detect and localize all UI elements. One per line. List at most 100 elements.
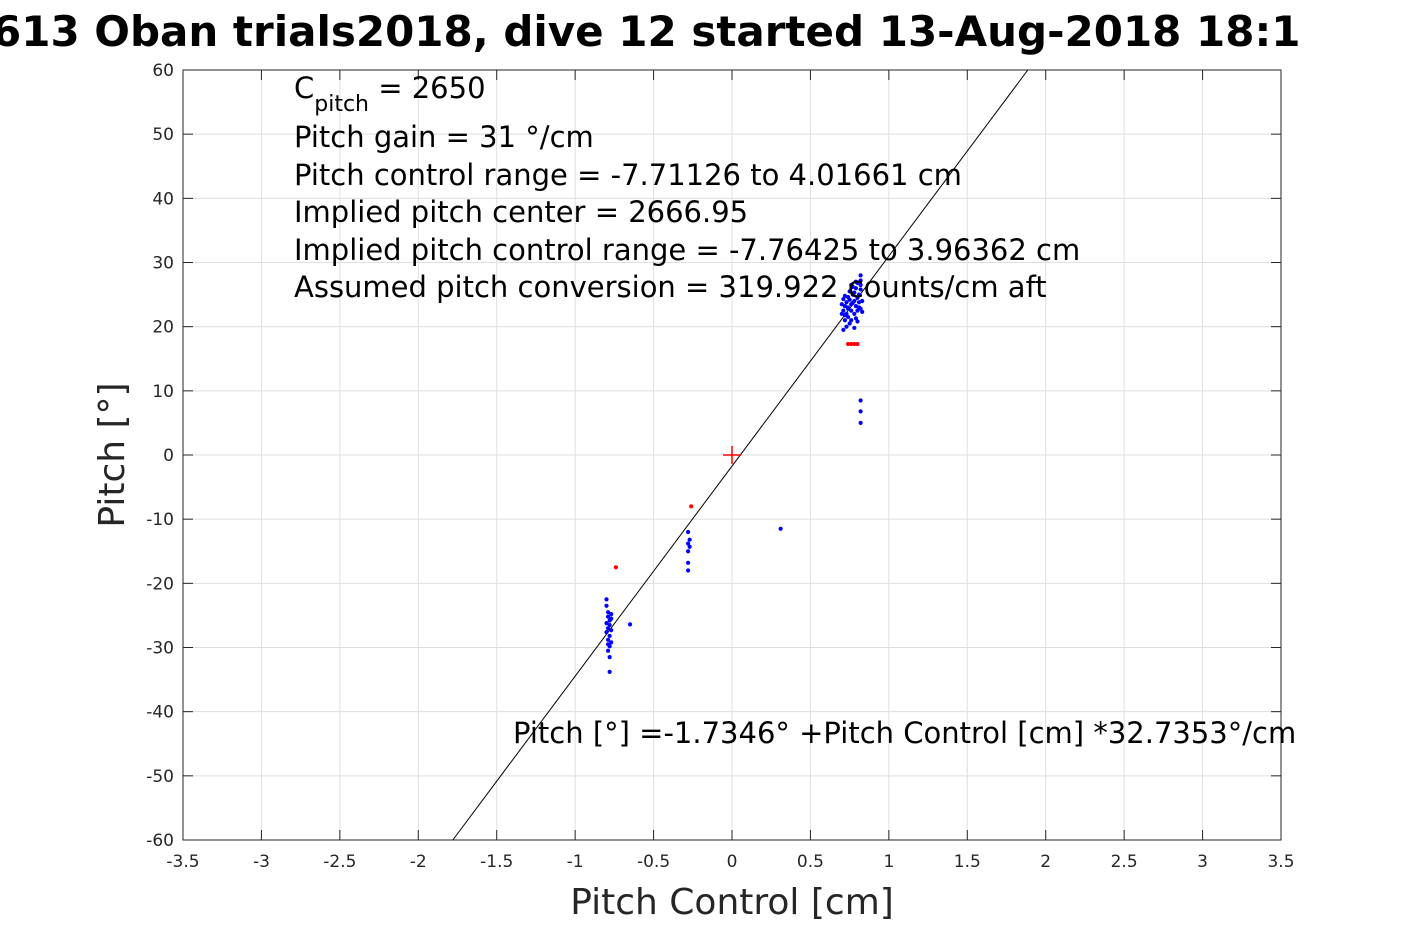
scatter-point bbox=[852, 325, 857, 331]
scatter-point bbox=[853, 304, 859, 309]
scatter-point bbox=[855, 341, 860, 347]
scatter-point bbox=[860, 309, 865, 315]
scatter-point bbox=[687, 544, 692, 549]
x-tick-label: 0.5 bbox=[797, 852, 824, 872]
scatter-points-layer bbox=[604, 273, 865, 674]
scatter-point bbox=[858, 287, 863, 292]
scatter-point bbox=[605, 614, 611, 619]
scatter-point bbox=[778, 526, 783, 531]
annotation-implied-pitch-control-range: Implied pitch control range = -7.76425 t… bbox=[294, 233, 1080, 267]
scatter-point bbox=[849, 308, 854, 313]
scatter-point bbox=[858, 409, 863, 414]
scatter-point bbox=[858, 398, 863, 403]
scatter-point bbox=[839, 311, 844, 316]
scatter-point bbox=[685, 549, 691, 554]
y-tick-label: -20 bbox=[146, 574, 174, 594]
x-tick-label: -3.5 bbox=[166, 852, 199, 872]
scatter-point bbox=[856, 292, 862, 297]
annotation-c-pitch: Cpitch = 2650 bbox=[294, 71, 486, 117]
scatter-point bbox=[850, 300, 855, 306]
scatter-point bbox=[685, 568, 691, 573]
scatter-point bbox=[839, 302, 844, 307]
scatter-point bbox=[845, 314, 851, 320]
x-tick-label: -1.5 bbox=[480, 852, 513, 872]
scatter-point bbox=[847, 289, 852, 294]
scatter-point bbox=[604, 621, 609, 626]
scatter-point bbox=[685, 541, 691, 546]
scatter-point bbox=[609, 640, 614, 645]
scatter-point bbox=[845, 306, 851, 311]
scatter-point bbox=[849, 282, 854, 288]
scatter-point bbox=[607, 633, 612, 639]
x-tick-label: 1.5 bbox=[954, 852, 981, 872]
y-tick-label: 60 bbox=[152, 61, 174, 81]
scatter-point bbox=[860, 298, 865, 304]
scatter-point bbox=[685, 560, 691, 565]
center-marker-layer bbox=[723, 446, 741, 464]
scatter-point bbox=[858, 420, 863, 426]
scatter-point bbox=[858, 306, 863, 311]
scatter-point bbox=[842, 293, 848, 298]
scatter-point bbox=[685, 529, 691, 535]
scatter-point bbox=[844, 300, 849, 305]
y-tick-label: -10 bbox=[146, 510, 174, 530]
scatter-point bbox=[604, 630, 609, 635]
y-tick-label: -40 bbox=[146, 703, 174, 723]
scatter-point bbox=[627, 622, 633, 627]
scatter-point bbox=[604, 603, 609, 608]
y-tick-label: 20 bbox=[152, 318, 174, 338]
y-axis-title: Pitch [°] bbox=[92, 382, 133, 527]
scatter-point bbox=[842, 318, 848, 323]
scatter-point bbox=[604, 597, 609, 602]
y-tick-label: 10 bbox=[152, 382, 174, 402]
scatter-point bbox=[609, 628, 614, 633]
scatter-point bbox=[841, 308, 846, 313]
annotation-pitch-gain: Pitch gain = 31 °/cm bbox=[294, 120, 594, 154]
y-tick-label: -30 bbox=[146, 639, 174, 659]
chart-title: 613 Oban trials2018, dive 12 started 13-… bbox=[0, 7, 1300, 56]
scatter-point bbox=[858, 278, 863, 283]
scatter-point bbox=[607, 622, 612, 628]
annotation-c-pitch-main: C bbox=[294, 71, 314, 105]
scatter-point bbox=[605, 648, 611, 653]
grid-layer bbox=[182, 69, 1282, 841]
scatter-point bbox=[605, 626, 611, 631]
scatter-point bbox=[845, 295, 851, 300]
y-tick-label: 40 bbox=[152, 189, 174, 209]
scatter-point bbox=[849, 318, 854, 323]
scatter-point bbox=[847, 321, 852, 326]
scatter-point bbox=[856, 300, 862, 305]
scatter-point bbox=[841, 296, 846, 302]
y-tick-label: -60 bbox=[146, 831, 174, 851]
scatter-point bbox=[609, 612, 614, 617]
x-tick-label: -3 bbox=[253, 852, 270, 872]
scatter-point bbox=[844, 324, 849, 329]
x-tick-label: 2.5 bbox=[1111, 852, 1138, 872]
annotation-assumed-pitch-conversion: Assumed pitch conversion = 319.922 count… bbox=[294, 270, 1047, 304]
scatter-point bbox=[855, 295, 860, 300]
x-tick-label: -1 bbox=[567, 852, 584, 872]
scatter-point bbox=[855, 280, 860, 286]
scatter-point bbox=[605, 642, 611, 647]
scatter-point bbox=[609, 616, 614, 621]
scatter-point bbox=[853, 316, 859, 321]
scatter-point bbox=[607, 669, 612, 674]
x-tick-label: 1 bbox=[883, 852, 894, 872]
y-tick-label: 50 bbox=[152, 125, 174, 145]
x-tick-label: 3.5 bbox=[1267, 852, 1294, 872]
scatter-point bbox=[852, 311, 857, 316]
scatter-point bbox=[853, 286, 859, 291]
scatter-point bbox=[852, 290, 857, 295]
annotation-fit-equation: Pitch [°] =-1.7346° +Pitch Control [cm] … bbox=[513, 716, 1296, 750]
x-tick-label: -2.5 bbox=[323, 852, 356, 872]
annotation-implied-pitch-center: Implied pitch center = 2666.95 bbox=[294, 195, 748, 229]
scatter-point bbox=[842, 304, 848, 309]
x-tick-label: 3 bbox=[1197, 852, 1208, 872]
scatter-point bbox=[687, 537, 692, 542]
annotation-c-pitch-value: = 2650 bbox=[369, 71, 486, 105]
annotation-pitch-control-range: Pitch control range = -7.71126 to 4.0166… bbox=[294, 158, 962, 192]
scatter-point bbox=[852, 341, 857, 347]
scatter-point bbox=[858, 282, 863, 288]
scatter-point bbox=[858, 273, 863, 278]
